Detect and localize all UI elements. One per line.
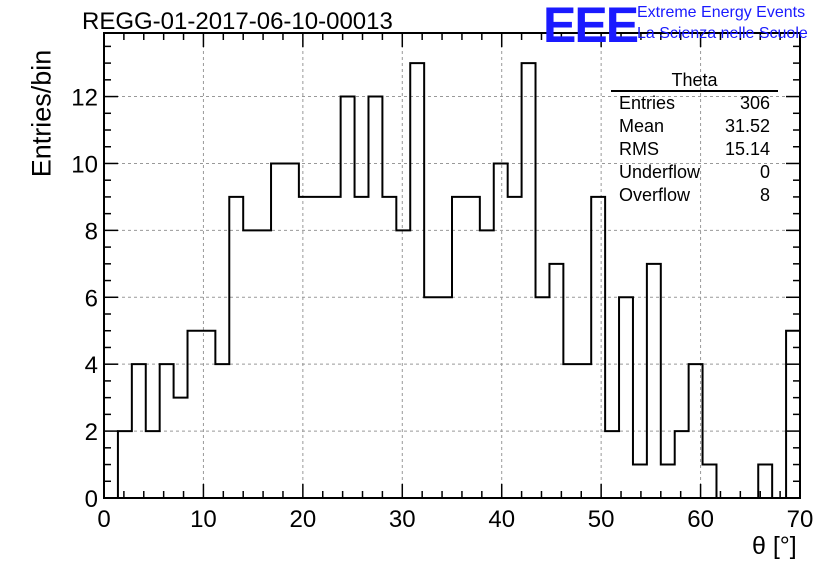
y-tick-label: 10	[71, 151, 98, 178]
plot-frame	[103, 32, 801, 499]
x-tick-label: 50	[588, 506, 615, 533]
y-tick-label: 6	[85, 285, 98, 312]
histogram-series	[104, 62, 801, 499]
stats-box: Theta Entries 306 Mean 31.52 RMS 15.14 U…	[611, 70, 778, 207]
stats-title: Theta	[611, 70, 778, 92]
stats-value: 0	[759, 162, 770, 182]
stats-label: RMS	[619, 139, 659, 159]
stats-value: 15.14	[724, 139, 770, 159]
x-axis-label: θ [°]	[752, 532, 797, 560]
stats-row: Underflow 0	[611, 161, 778, 184]
stats-row: Entries 306	[611, 92, 778, 115]
x-tick-label: 70	[787, 506, 814, 533]
y-axis-label: Entries/bin	[26, 49, 57, 178]
stats-value: 31.52	[724, 116, 770, 136]
stats-row: Mean 31.52	[611, 115, 778, 138]
x-tick-label: 10	[190, 506, 217, 533]
logo-line-2: La Scienza nelle Scuole	[637, 25, 808, 42]
y-tick-label: 8	[85, 218, 98, 245]
x-tick-label: 40	[488, 506, 515, 533]
chart-title: REGG-01-2017-06-10-00013	[82, 8, 393, 35]
stats-label: Underflow	[619, 162, 701, 182]
stats-label: Entries	[619, 93, 676, 113]
stats-row: RMS 15.14	[611, 138, 778, 161]
logo-line-1: Extreme Energy Events	[637, 4, 806, 21]
stats-row: Overflow 8	[611, 184, 778, 207]
y-tick-label: 0	[85, 486, 98, 513]
stats-value: 8	[759, 185, 770, 205]
x-tick-label: 20	[290, 506, 317, 533]
eee-logo: EEE	[543, 0, 639, 53]
stats-label: Overflow	[619, 185, 691, 205]
x-tick-label: 60	[687, 506, 714, 533]
stats-value: 306	[739, 93, 770, 113]
x-tick-label: 0	[97, 506, 110, 533]
y-tick-label: 12	[71, 85, 98, 112]
y-tick-label: 2	[85, 419, 98, 446]
stats-label: Mean	[619, 116, 665, 136]
axis-ticks	[103, 33, 801, 499]
x-tick-label: 30	[389, 506, 416, 533]
tick-labels: 0 10 20 30 40 50 60 70 0 2 4 6 8 10 12	[71, 85, 813, 533]
y-tick-label: 4	[85, 352, 98, 379]
